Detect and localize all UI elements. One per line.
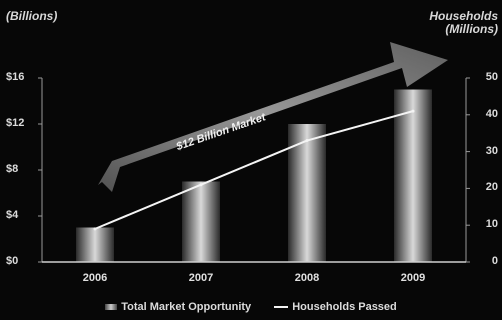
legend-item-bars: Total Market Opportunity [105, 301, 251, 313]
bar-2006 [76, 227, 114, 262]
left-tick-label: $4 [6, 209, 19, 221]
right-axis-title: Households (Millions) [429, 9, 498, 36]
x-tick-label: 2009 [400, 272, 426, 284]
bar-2007 [182, 181, 220, 262]
legend-swatch-line [274, 306, 289, 309]
line-series-group [93, 109, 415, 231]
bars-group [76, 89, 432, 262]
households-point-2009 [411, 109, 415, 113]
right-tick-label: 20 [485, 181, 498, 194]
households-point-2008 [305, 139, 309, 143]
left-tick-label: $0 [6, 255, 19, 267]
households-point-2007 [199, 183, 203, 187]
left-axis-title: (Billions) [6, 9, 58, 23]
legend-label-line: Households Passed [292, 301, 397, 313]
arrow-annotation: $12 Billion Market [174, 111, 269, 154]
right-tick-label: 0 [491, 255, 498, 267]
left-tick-label: $8 [6, 163, 19, 175]
bar-2009 [394, 89, 432, 262]
x-tick-label: 2007 [188, 272, 214, 284]
legend-item-line: Households Passed [274, 301, 397, 313]
x-tick-label: 2008 [294, 272, 320, 284]
right-tick-label: 40 [485, 107, 498, 120]
left-tick-label: $12 [6, 117, 25, 129]
right-tick-label: 50 [485, 71, 498, 83]
right-tick-label: 30 [485, 144, 498, 157]
legend-swatch-bars [105, 304, 118, 311]
x-tick-label: 2006 [82, 272, 108, 284]
axes-group [38, 77, 470, 263]
left-tick-label: $16 [6, 71, 25, 83]
bar-2008 [288, 124, 326, 262]
households-line [94, 110, 414, 230]
right-tick-label: 10 [485, 218, 498, 231]
legend: Total Market Opportunity Households Pass… [0, 301, 502, 313]
households-point-2006 [93, 227, 97, 231]
legend-label-bars: Total Market Opportunity [121, 301, 252, 313]
